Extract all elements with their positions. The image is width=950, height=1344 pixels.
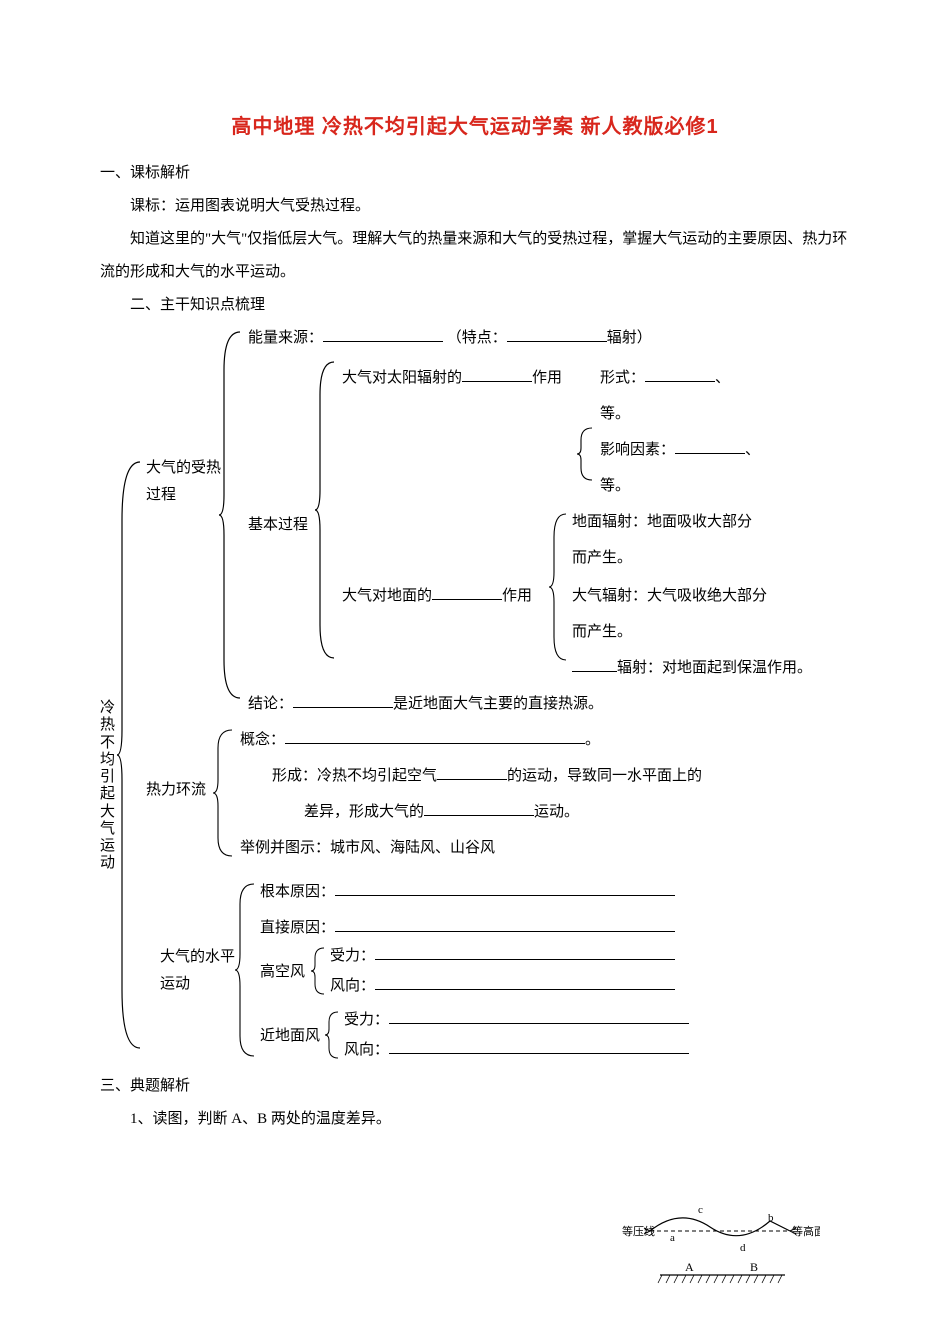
- brace-b3: [234, 882, 256, 1058]
- label-isoheight: 等高面: [792, 1224, 820, 1238]
- b1-solar: 大气对太阳辐射的作用: [342, 366, 562, 390]
- blank: [335, 880, 675, 896]
- brace-b2: [212, 728, 234, 858]
- brace-solar-sub: [576, 426, 594, 482]
- brace-b3-high: [310, 946, 326, 996]
- b2-examples: 举例并图示：城市风、海陆风、山谷风: [240, 836, 495, 860]
- b3-root: 根本原因：: [260, 880, 675, 904]
- document-page: 高中地理 冷热不均引起大气运动学案 新人教版必修1 一、课标解析 课标：运用图表…: [0, 0, 950, 1344]
- blank: [285, 728, 585, 744]
- label-c: c: [698, 1204, 703, 1216]
- page-title: 高中地理 冷热不均引起大气运动学案 新人教版必修1: [100, 110, 850, 139]
- branch1-label: 大气的受热过程: [146, 455, 221, 509]
- brace-b1: [218, 330, 242, 700]
- b3-surf-d: 风向：: [344, 1038, 689, 1062]
- brace-b1-sub: [314, 360, 336, 660]
- root-label: 冷热不均引起大气运动: [100, 700, 115, 873]
- brace-ground-sub: [548, 512, 568, 662]
- b3-high-d: 风向：: [330, 974, 675, 998]
- blank: [645, 366, 715, 382]
- b1-fac2: 等。: [600, 474, 630, 498]
- blank: [293, 692, 393, 708]
- brace-root: [116, 460, 142, 1050]
- section-1-head: 一、课标解析: [100, 157, 850, 190]
- b3-high-label: 高空风: [260, 960, 305, 984]
- blank: [675, 438, 745, 454]
- blank: [432, 584, 502, 600]
- section-2-head: 二、主干知识点梳理: [100, 289, 850, 322]
- s3-q1: 1、读图，判断 A、B 两处的温度差异。: [100, 1103, 850, 1136]
- b1-g3: 辐射：对地面起到保温作用。: [572, 656, 812, 680]
- b1-energy: 能量来源： （特点：辐射）: [248, 326, 652, 350]
- blank: [335, 916, 675, 932]
- blank: [572, 656, 617, 672]
- b1-g2b: 而产生。: [572, 620, 632, 644]
- blank: [375, 974, 675, 990]
- b1-form: 形式：、: [600, 366, 730, 390]
- label-isobar: 等压线: [622, 1224, 655, 1238]
- s1-p2: 知道这里的"大气"仅指低层大气。理解大气的热量来源和大气的受热过程，掌握大气运动…: [100, 223, 850, 289]
- outline-diagram: 冷热不均引起大气运动 大气的受热过程 能量来源： （特点：辐射） 基本过程 大气…: [100, 330, 850, 1060]
- branch2-label: 热力环流: [146, 778, 206, 802]
- b3-high-f: 受力：: [330, 944, 675, 968]
- pressure-diagram: a b c d 等压线 等高面 A B: [620, 1199, 820, 1289]
- blank: [462, 366, 532, 382]
- label-d: d: [740, 1242, 746, 1254]
- blank: [323, 326, 443, 342]
- section-3-head: 三、典题解析: [100, 1070, 850, 1103]
- blank: [389, 1038, 689, 1054]
- b3-direct: 直接原因：: [260, 916, 675, 940]
- s1-p1: 课标：运用图表说明大气受热过程。: [100, 190, 850, 223]
- b1-g1b: 而产生。: [572, 546, 632, 570]
- blank: [437, 764, 507, 780]
- b3-surf-label: 近地面风: [260, 1024, 320, 1048]
- b2-form1: 形成：冷热不均引起空气的运动，导致同一水平面上的: [272, 764, 702, 788]
- b2-form2: 差异，形成大气的运动。: [304, 800, 579, 824]
- b1-ground: 大气对地面的作用: [342, 584, 532, 608]
- blank: [424, 800, 534, 816]
- blank: [375, 944, 675, 960]
- blank: [389, 1008, 689, 1024]
- label-b: b: [768, 1212, 774, 1224]
- b2-concept: 概念：。: [240, 728, 600, 752]
- brace-b3-surf: [324, 1010, 340, 1060]
- b1-g1: 地面辐射：地面吸收大部分: [572, 510, 752, 534]
- b1-form2: 等。: [600, 402, 630, 426]
- b1-conclusion: 结论：是近地面大气主要的直接热源。: [248, 692, 603, 716]
- b1-sub-label: 基本过程: [248, 513, 308, 537]
- label-a: a: [670, 1232, 675, 1244]
- label-B: B: [750, 1260, 758, 1274]
- label-A: A: [685, 1260, 694, 1274]
- b3-surf-f: 受力：: [344, 1008, 689, 1032]
- b1-g2: 大气辐射：大气吸收绝大部分: [572, 584, 767, 608]
- b1-fac: 影响因素：、: [600, 438, 760, 462]
- branch3-label: 大气的水平运动: [160, 944, 235, 998]
- blank: [507, 326, 607, 342]
